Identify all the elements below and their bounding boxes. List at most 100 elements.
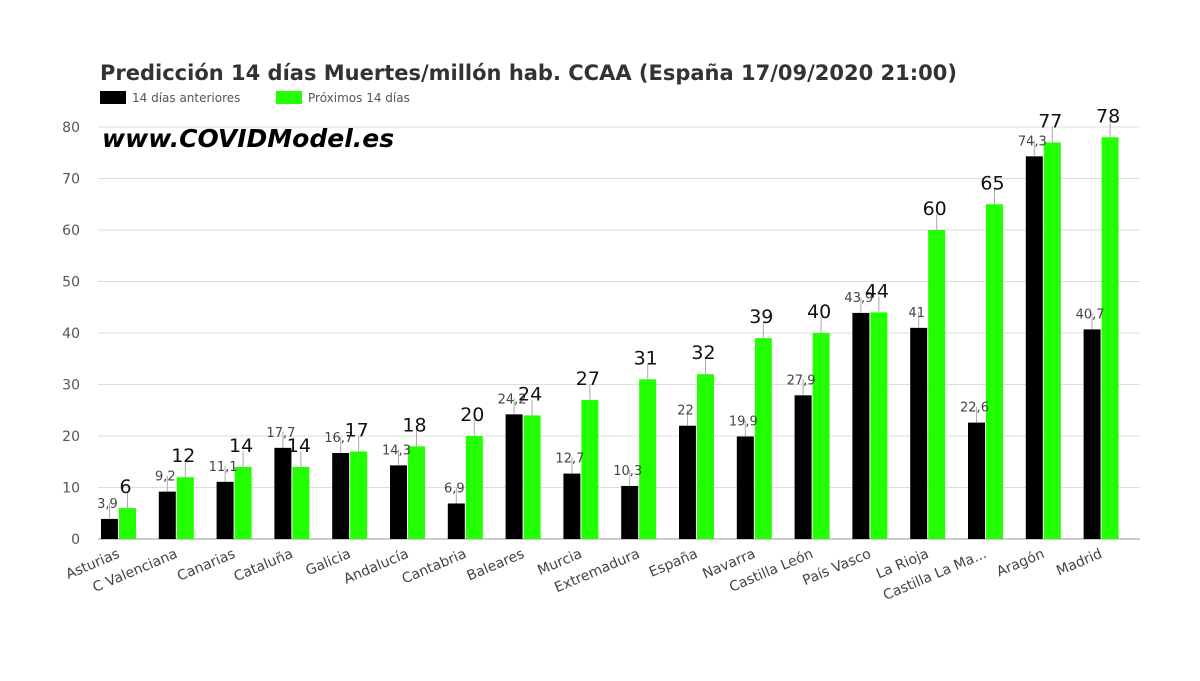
data-label-prev: 9,2: [155, 470, 176, 485]
bar-prev: [1025, 156, 1043, 540]
legend-swatch-prev: [100, 91, 126, 104]
gridlines: [98, 126, 1140, 540]
bar-next: [119, 508, 136, 539]
bar-next: [408, 446, 425, 539]
data-label-next: 24: [518, 383, 542, 405]
data-label-next: 78: [1096, 105, 1120, 127]
bar-prev: [910, 327, 928, 539]
legend-label-prev: 14 días anteriores: [132, 91, 240, 105]
bar-prev: [968, 422, 985, 539]
legend: 14 días anteriores Próximos 14 días: [100, 91, 410, 105]
x-tick-label: Baleares: [465, 546, 527, 584]
bar-next: [870, 312, 888, 539]
y-tick-label: 50: [62, 275, 80, 291]
data-label-prev: 17,7: [266, 426, 295, 441]
y-tick-label: 40: [62, 326, 80, 342]
y-tick-label: 10: [62, 481, 80, 497]
y-tick-label: 0: [71, 532, 80, 548]
y-tick-label: 20: [62, 429, 80, 445]
bar-next: [639, 379, 657, 539]
data-label-prev: 12,7: [555, 452, 584, 467]
data-label-next: 14: [287, 435, 311, 457]
bar-next: [1043, 142, 1061, 539]
bar-next: [697, 374, 714, 539]
bar-prev: [216, 481, 234, 539]
data-label-next: 39: [749, 306, 773, 328]
bar-prev: [621, 485, 639, 539]
x-tick-label: Andalucía: [341, 546, 411, 588]
bar-prev: [158, 491, 176, 539]
data-label-prev: 10,3: [613, 464, 642, 479]
bar-next: [928, 230, 946, 539]
data-label-prev: 3,9: [97, 497, 118, 512]
data-label-next: 14: [229, 435, 253, 457]
bar-prev: [274, 447, 292, 539]
data-label-next: 12: [171, 445, 195, 467]
watermark-text: www.COVIDModel.es: [102, 124, 394, 153]
x-tick-label: Aragón: [994, 546, 1047, 580]
bar-next: [581, 399, 599, 539]
data-label-prev: 74,3: [1018, 134, 1047, 149]
x-tick-label: Cantabria: [400, 546, 469, 587]
data-label-prev: 43,9: [844, 291, 873, 306]
bar-prev: [852, 312, 870, 539]
bars: [101, 137, 1119, 540]
data-label-next: 20: [460, 404, 484, 426]
data-label-next: 27: [576, 368, 600, 390]
legend-swatch-next: [276, 91, 302, 104]
legend-label-next: Próximos 14 días: [308, 91, 410, 105]
bar-prev: [679, 425, 696, 539]
x-tick-label: Madrid: [1054, 546, 1105, 580]
bar-next: [350, 451, 368, 539]
data-label-prev: 40,7: [1076, 307, 1105, 322]
data-label-next: 40: [807, 301, 831, 323]
x-tick-label: Canarias: [175, 546, 238, 585]
data-label-next: 60: [923, 198, 947, 220]
bar-prev: [794, 395, 812, 539]
bar-next: [1101, 137, 1119, 540]
bar-next: [234, 466, 252, 539]
bar-next: [986, 204, 1003, 539]
x-tick-label: Cataluña: [232, 546, 296, 585]
bar-prev: [1083, 329, 1101, 539]
bar-next: [465, 436, 483, 539]
data-label-prev: 11,1: [209, 460, 238, 475]
bar-prev: [563, 473, 581, 539]
chart-title: Predicción 14 días Muertes/millón hab. C…: [100, 61, 957, 85]
bar-prev: [390, 465, 407, 539]
bar-prev: [332, 452, 350, 539]
data-label-prev: 14,3: [382, 443, 411, 458]
data-label-next: 31: [634, 347, 658, 369]
data-label-prev: 22: [677, 404, 694, 419]
bar-prev: [736, 436, 754, 539]
bar-next: [292, 466, 310, 539]
data-label-prev: 6,9: [444, 481, 465, 496]
bar-prev: [505, 414, 523, 539]
bar-prev: [101, 518, 118, 539]
data-label-prev: 22,6: [960, 401, 989, 416]
y-tick-label: 80: [62, 120, 80, 136]
data-label-prev: 41: [908, 306, 925, 321]
data-label-prev: 24,2: [498, 392, 527, 407]
data-label-next: 18: [402, 414, 426, 436]
data-label-prev: 16,7: [324, 431, 353, 446]
data-label-next: 32: [691, 342, 715, 364]
bar-prev: [447, 503, 465, 539]
y-axis-ticks: 0 10 20 30 40 50 60 70 80: [62, 120, 80, 548]
bar-next: [523, 415, 541, 539]
data-label-next: 65: [980, 172, 1004, 194]
bar-next: [754, 338, 772, 539]
data-label-next: 6: [119, 476, 131, 498]
bar-next: [176, 477, 194, 539]
y-tick-label: 60: [62, 223, 80, 239]
x-tick-label: España: [647, 546, 700, 581]
data-label-next: 77: [1038, 110, 1062, 132]
y-tick-label: 70: [62, 172, 80, 188]
data-label-next: 44: [865, 280, 889, 302]
data-label-next: 17: [345, 419, 369, 441]
data-label-prev: 19,9: [729, 415, 758, 430]
y-tick-label: 30: [62, 378, 80, 394]
